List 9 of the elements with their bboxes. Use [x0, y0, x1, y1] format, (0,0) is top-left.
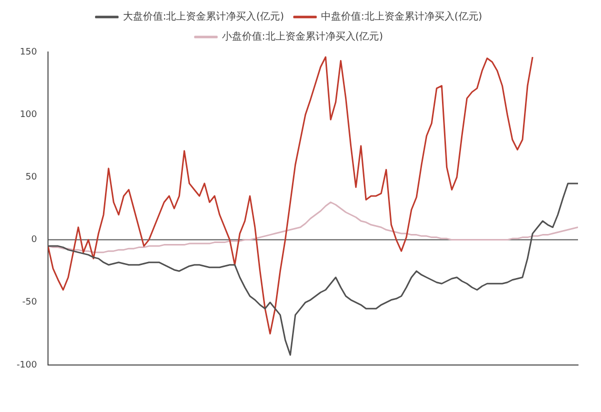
y-tick-label: -100 [16, 360, 38, 370]
y-tick-label: 50 [26, 172, 38, 183]
legend-label: 中盘价值:北上资金累计净买入(亿元) [321, 10, 482, 23]
legend-label: 小盘价值:北上资金累计净买入(亿元) [222, 30, 384, 43]
y-tick-label: 100 [20, 110, 38, 120]
y-tick-label: -50 [22, 298, 38, 308]
y-tick-label: 150 [20, 47, 38, 58]
legend-label: 大盘价值:北上资金累计净买入(亿元) [122, 10, 284, 23]
y-tick-label: 0 [31, 235, 38, 246]
